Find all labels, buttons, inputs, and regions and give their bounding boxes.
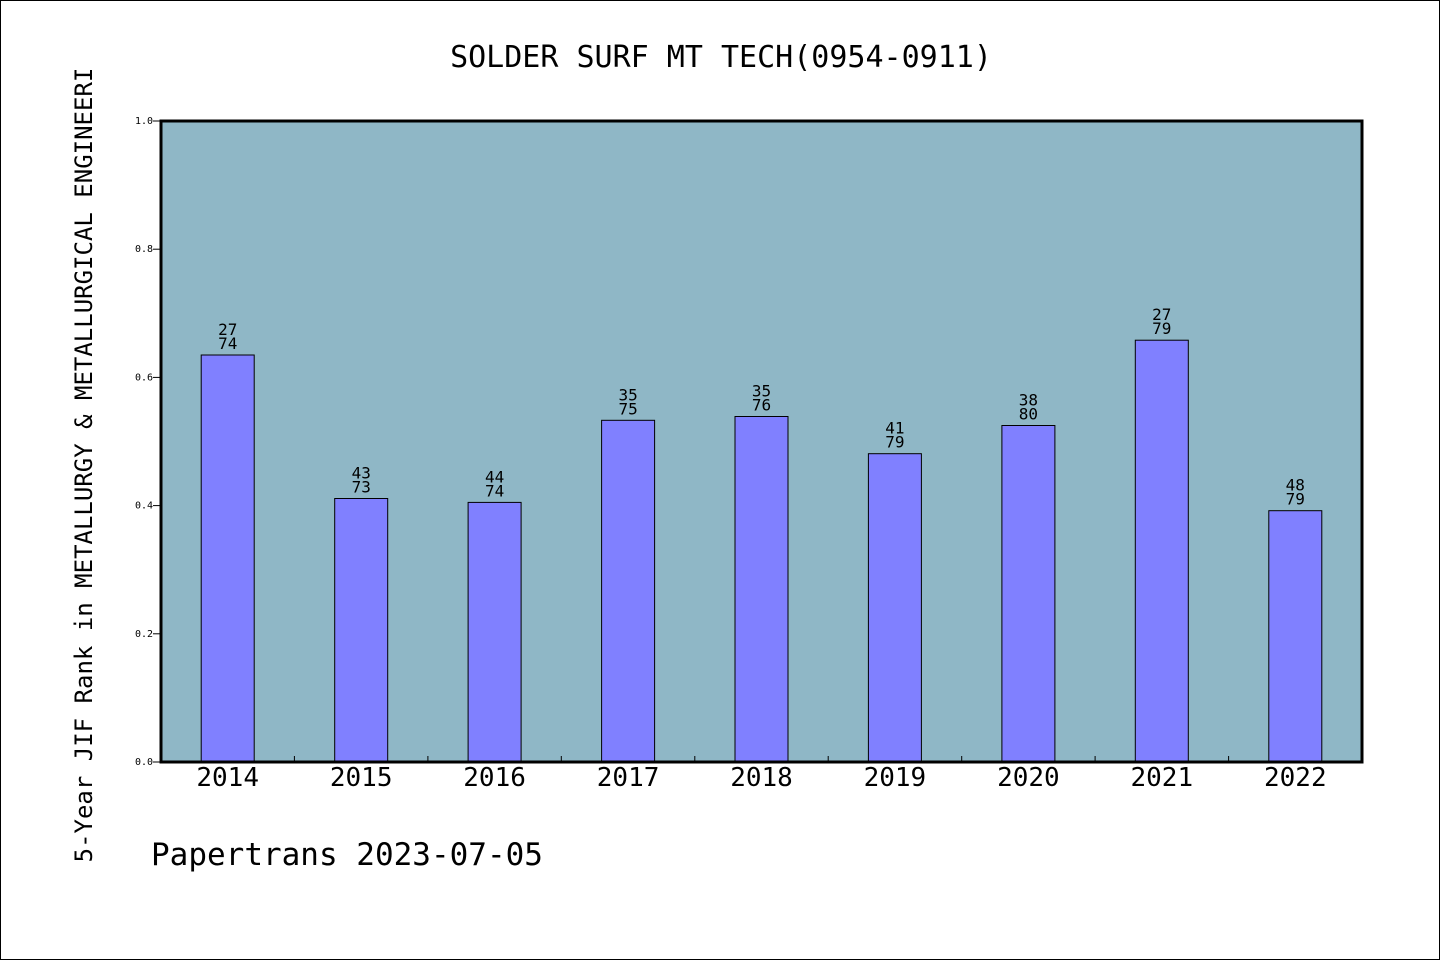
bar-label-rank-2022: 48 [1286,476,1305,495]
y-tick-label-1.0: 1.0 [135,116,153,127]
bar-label-total-2016: 74 [485,481,504,500]
x-axis: 2014 2015 2016 2017 2018 2019 2020 2021 2022 [196,756,1327,793]
x-tick-label-2022: 2022 [1264,763,1327,793]
bar-2017 [601,419,656,763]
y-tick-label-0.8: 0.8 [135,244,153,255]
x-tick-label-2020: 2020 [997,763,1060,793]
x-tick-label-2015: 2015 [330,763,393,793]
bar-label-total-2022: 79 [1286,490,1305,509]
bar-2018 [734,416,789,763]
bar-2015 [334,498,389,763]
bar-2016 [467,501,522,763]
y-axis: 0.0 0.2 0.4 0.6 0.8 1.0 [135,116,161,768]
bar-2014 [200,354,255,763]
chart-title: SOLDER SURF MT TECH(0954-0911) [450,40,992,75]
y-tick-label-0.2: 0.2 [135,629,153,640]
bars-group [200,339,1323,763]
bar-label-total-2019: 79 [885,433,904,452]
bar-label-rank-2016: 44 [485,467,504,486]
bar-label-rank-2014: 27 [218,320,237,339]
plot-border [159,119,1364,764]
bar-label-total-2021: 79 [1152,319,1171,338]
footer-source-date: Papertrans 2023-07-05 [151,837,543,873]
bar-label-rank-2015: 43 [352,464,371,483]
bar-label-rank-2020: 38 [1019,391,1038,410]
bar-label-total-2014: 74 [218,334,237,353]
bar-2022 [1268,510,1323,763]
bar-label-rank-2018: 35 [752,382,771,401]
bar-label-rank-2021: 27 [1152,305,1171,324]
x-tick-label-2016: 2016 [463,763,526,793]
bar-label-rank-2019: 41 [885,419,904,438]
x-tick-label-2021: 2021 [1130,763,1193,793]
bar-label-total-2017: 75 [618,399,637,418]
x-tick-label-2019: 2019 [864,763,927,793]
bar-2020 [1001,425,1056,763]
bar-2021 [1134,339,1189,763]
y-tick-label-0.4: 0.4 [135,501,153,512]
x-tick-label-2014: 2014 [196,763,259,793]
y-tick-label-0.6: 0.6 [135,372,153,383]
bar-2019 [867,453,922,763]
bar-label-total-2015: 73 [352,478,371,497]
x-tick-label-2018: 2018 [730,763,793,793]
bar-label-total-2018: 76 [752,396,771,415]
bar-label-rank-2017: 35 [618,385,637,404]
x-tick-label-2017: 2017 [597,763,660,793]
y-axis-label: 5-Year JIF Rank in METALLURGY & METALLUR… [70,68,98,863]
y-tick-label-0.0: 0.0 [135,757,153,768]
bar-label-total-2020: 80 [1019,405,1038,424]
